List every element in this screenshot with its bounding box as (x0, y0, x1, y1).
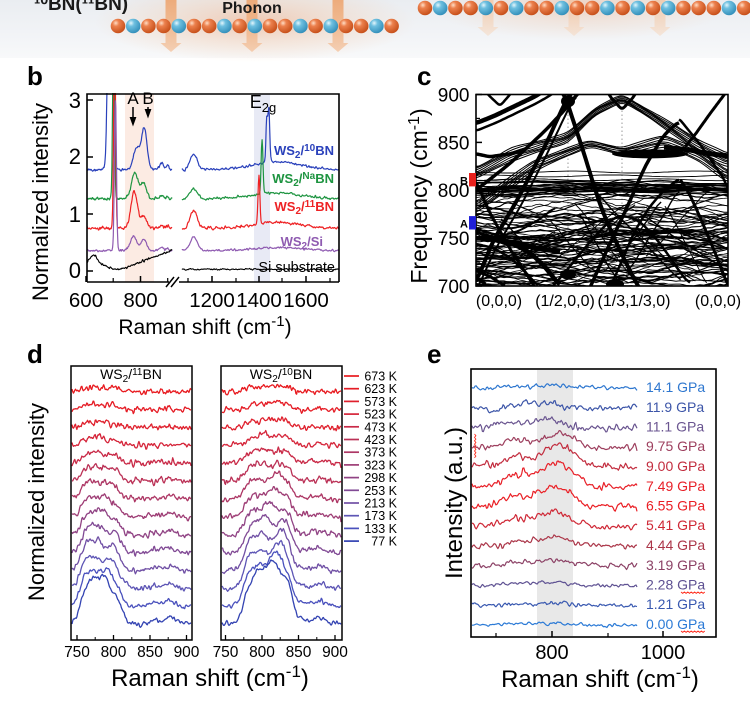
svg-text:b: b (27, 61, 43, 91)
svg-text:0.00 GPa: 0.00 GPa (646, 616, 705, 632)
svg-text:3: 3 (69, 88, 81, 113)
svg-text:(0,0,0): (0,0,0) (695, 293, 741, 310)
svg-text:423 K: 423 K (364, 433, 397, 447)
svg-text:900: 900 (174, 644, 200, 661)
svg-text:1600: 1600 (283, 289, 329, 312)
svg-text:750: 750 (213, 644, 239, 661)
svg-text:77 K: 77 K (371, 535, 397, 549)
svg-text:0: 0 (69, 258, 81, 283)
svg-text:Frequency (cm-1): Frequency (cm-1) (406, 108, 433, 283)
svg-text:¹⁰BN(¹¹BN): ¹⁰BN(¹¹BN) (34, 0, 128, 15)
svg-text:673 K: 673 K (364, 370, 397, 384)
svg-text:323 K: 323 K (364, 458, 397, 472)
svg-text:850: 850 (286, 644, 312, 661)
svg-text:7.49 GPa: 7.49 GPa (646, 478, 705, 494)
svg-text:373 K: 373 K (364, 446, 397, 460)
svg-text:d: d (27, 339, 43, 369)
svg-text:WS2/11BN: WS2/11BN (100, 366, 162, 385)
svg-text:213 K: 213 K (364, 497, 397, 511)
svg-text:1.21 GPa: 1.21 GPa (646, 596, 705, 612)
svg-text:Phonon: Phonon (222, 0, 282, 17)
svg-text:750: 750 (64, 644, 90, 661)
svg-text:(1/2,0,0): (1/2,0,0) (535, 293, 595, 310)
svg-text:WS2/10BN: WS2/10BN (274, 143, 334, 161)
svg-text:3.19 GPa: 3.19 GPa (646, 557, 705, 573)
svg-text:4.44 GPa: 4.44 GPa (646, 537, 705, 553)
svg-text:(0,0,0): (0,0,0) (476, 293, 522, 310)
svg-text:6.55 GPa: 6.55 GPa (646, 498, 705, 514)
svg-text:850: 850 (438, 133, 470, 154)
svg-text:800: 800 (249, 644, 275, 661)
svg-text:800: 800 (123, 289, 157, 312)
svg-text:133 K: 133 K (364, 522, 397, 536)
svg-text:750: 750 (438, 229, 470, 250)
svg-text:1: 1 (69, 202, 81, 227)
svg-text:5.41 GPa: 5.41 GPa (646, 517, 705, 533)
svg-text:2: 2 (69, 144, 81, 169)
svg-text:523 K: 523 K (364, 408, 397, 422)
svg-text:11.9 GPa: 11.9 GPa (646, 399, 704, 415)
svg-text:800: 800 (101, 644, 127, 661)
svg-text:700: 700 (438, 277, 470, 298)
svg-text:1000: 1000 (641, 642, 686, 664)
svg-text:A: A (460, 219, 468, 231)
svg-text:9.00 GPa: 9.00 GPa (646, 458, 705, 474)
svg-text:B: B (142, 89, 153, 108)
svg-text:623 K: 623 K (364, 382, 397, 396)
svg-text:900: 900 (322, 644, 348, 661)
svg-text:B: B (460, 176, 468, 188)
svg-text:298 K: 298 K (364, 471, 397, 485)
svg-text:173 K: 173 K (364, 509, 397, 523)
svg-text:Intensity (a.u.): Intensity (a.u.) (441, 427, 468, 579)
svg-text:(1/3,1/3,0): (1/3,1/3,0) (598, 293, 671, 310)
svg-text:800: 800 (438, 181, 470, 202)
svg-text:573 K: 573 K (364, 395, 397, 409)
svg-text:Raman shift (cm-1): Raman shift (cm-1) (118, 313, 291, 340)
svg-text:253 K: 253 K (364, 484, 397, 498)
svg-text:1200: 1200 (189, 289, 235, 312)
svg-text:Normalized intensity: Normalized intensity (28, 103, 53, 301)
svg-text:850: 850 (137, 644, 163, 661)
svg-text:9.75 GPa: 9.75 GPa (646, 438, 705, 454)
svg-text:Raman shift (cm-1): Raman shift (cm-1) (111, 662, 309, 693)
svg-text:Raman shift (cm-1): Raman shift (cm-1) (501, 663, 699, 694)
svg-text:800: 800 (535, 642, 568, 664)
svg-text:WS2/10BN: WS2/10BN (250, 366, 313, 385)
svg-text:WS2/NaBN: WS2/NaBN (272, 171, 334, 189)
svg-text:2.28 GPa: 2.28 GPa (646, 577, 705, 593)
svg-text:Normalized intensity: Normalized intensity (24, 403, 49, 601)
svg-text:900: 900 (438, 86, 470, 107)
svg-text:14.1 GPa: 14.1 GPa (646, 379, 705, 395)
svg-text:e: e (427, 339, 441, 369)
svg-text:A: A (127, 89, 139, 108)
svg-text:600: 600 (69, 289, 103, 312)
svg-text:WS2/11BN: WS2/11BN (275, 199, 335, 217)
svg-text:1400: 1400 (236, 289, 282, 312)
svg-text:11.1 GPa: 11.1 GPa (646, 419, 704, 435)
svg-text:c: c (417, 61, 431, 91)
svg-text:473 K: 473 K (364, 420, 397, 434)
svg-text:WS2/Si: WS2/Si (281, 234, 323, 252)
svg-text:Si substrate: Si substrate (258, 260, 335, 276)
